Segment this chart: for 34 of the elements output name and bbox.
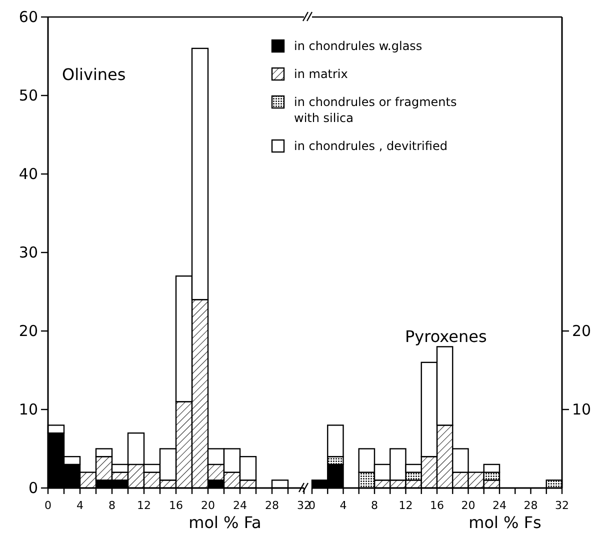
y-tick-label: 50 <box>18 86 38 104</box>
y-tick-label: 40 <box>18 165 38 183</box>
x-tick-label: 16 <box>430 499 444 512</box>
x-tick-label: 0 <box>44 499 52 512</box>
x-tick-label: 28 <box>524 499 538 512</box>
x-tick-label: 20 <box>201 499 215 512</box>
y-tick-label: 20 <box>18 322 38 340</box>
x-axis-title: mol % Fa <box>188 513 262 532</box>
legend-label: in matrix <box>294 67 348 81</box>
x-tick-label: 32 <box>297 499 311 512</box>
y-tick-label: 10 <box>572 400 592 418</box>
legend-label: in chondrules , devitrified <box>294 139 448 153</box>
x-tick-label: 24 <box>492 499 506 512</box>
legend-label: in chondrules w.glass <box>294 39 422 53</box>
x-tick-label: 8 <box>371 499 378 512</box>
text: Olivines <box>62 65 126 84</box>
x-tick-label: 24 <box>233 499 247 512</box>
y-tick-label: 0 <box>28 479 38 497</box>
text: Pyroxenes <box>405 327 487 346</box>
x-tick-label: 28 <box>265 499 279 512</box>
y-tick-label: 30 <box>18 244 38 262</box>
x-tick-label: 4 <box>340 499 347 512</box>
x-tick-label: 16 <box>169 499 183 512</box>
x-tick-label: 32 <box>555 499 569 512</box>
x-tick-label: 8 <box>108 499 116 512</box>
legend-label: in chondrules or fragments with silica <box>294 95 457 125</box>
y-tick-label: 60 <box>18 8 38 26</box>
x-tick-label: 12 <box>137 499 151 512</box>
y-tick-label: 10 <box>18 400 38 418</box>
x-tick-label: 20 <box>461 499 476 512</box>
x-tick-label: 0 <box>308 499 316 512</box>
x-tick-label: 4 <box>76 499 84 512</box>
x-axis-title: mol % Fs <box>468 513 542 532</box>
x-tick-label: 12 <box>398 499 413 512</box>
